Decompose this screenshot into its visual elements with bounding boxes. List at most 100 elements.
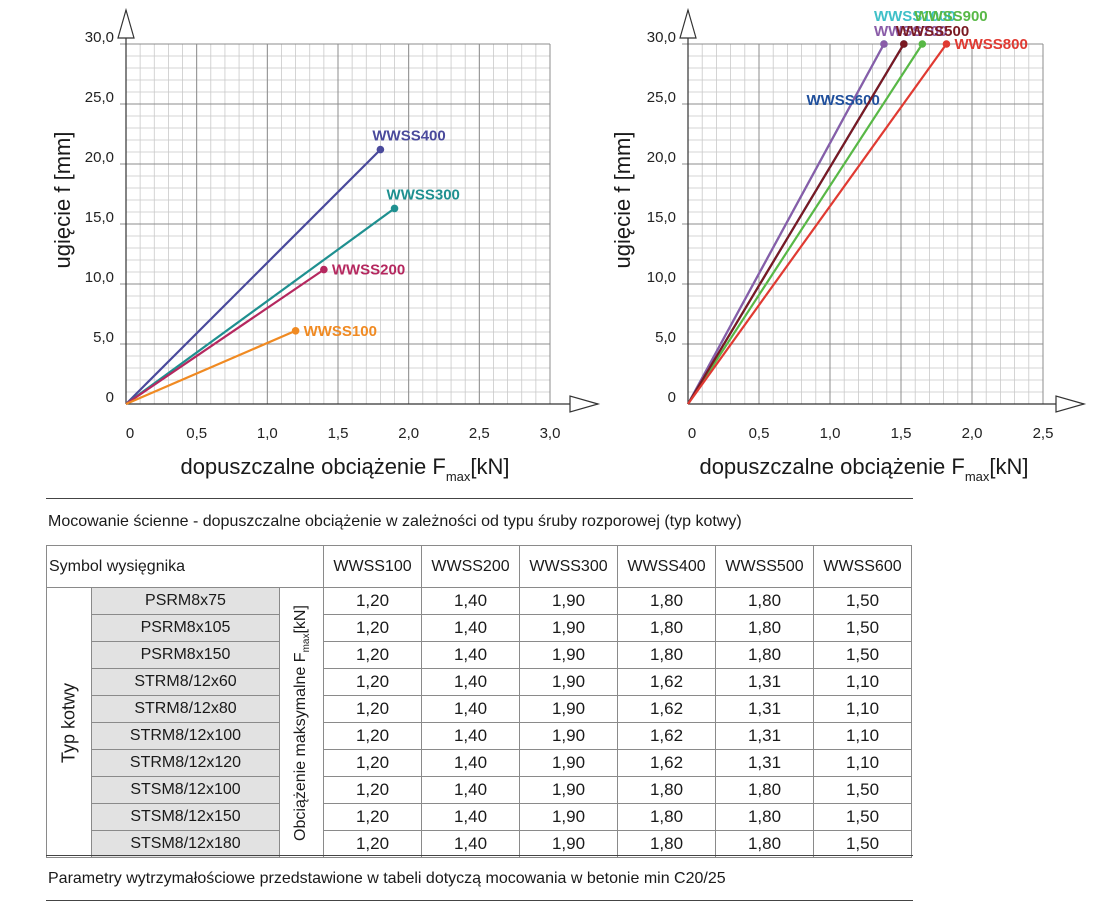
x-axis-title-sub: max bbox=[446, 469, 471, 484]
value-cell: 1,80 bbox=[715, 587, 814, 615]
value-cell: 1,50 bbox=[813, 614, 912, 642]
column-header: WWSS500 bbox=[715, 545, 814, 588]
value-cell: 1,80 bbox=[715, 776, 814, 804]
y-tick-label: 15,0 bbox=[647, 209, 676, 226]
x-axis-title-main: dopuszczalne obciążenie F bbox=[180, 454, 445, 479]
value-cell: 1,40 bbox=[421, 830, 520, 858]
column-header: WWSS400 bbox=[617, 545, 716, 588]
value-cell: 1,40 bbox=[421, 749, 520, 777]
table-row: STRM8/12x120 1,20 1,40 1,90 1,62 1,31 1,10 bbox=[47, 749, 912, 777]
series-endpoint-wwss300 bbox=[390, 204, 399, 213]
x-axis-title: dopuszczalne obciążenie Fmax[kN] bbox=[180, 454, 509, 484]
value-cell: 1,31 bbox=[715, 749, 814, 777]
value-cell: 1,10 bbox=[813, 668, 912, 696]
series-line-wwss100 bbox=[125, 329, 297, 406]
x-tick-label: 2,5 bbox=[1033, 425, 1054, 442]
value-cell: 1,90 bbox=[519, 668, 618, 696]
column-header: WWSS100 bbox=[323, 545, 422, 588]
value-cell: 1,50 bbox=[813, 830, 912, 858]
series-line-wwss400 bbox=[125, 148, 382, 405]
y-tick-label: 0 bbox=[668, 389, 676, 406]
anchor-cell: PSRM8x75 bbox=[91, 587, 280, 615]
value-cell: 1,40 bbox=[421, 614, 520, 642]
value-cell: 1,20 bbox=[323, 668, 422, 696]
series-endpoint-wwss900 bbox=[918, 40, 927, 48]
value-cell: 1,20 bbox=[323, 695, 422, 723]
value-cell: 1,10 bbox=[813, 695, 912, 723]
series-label-wwss700: WWSS700 bbox=[874, 23, 947, 40]
series-label-wwss600: WWSS600 bbox=[806, 92, 879, 109]
value-cell: 1,10 bbox=[813, 749, 912, 777]
x-tick-label: 2,0 bbox=[398, 425, 419, 442]
value-cell: 1,80 bbox=[617, 776, 716, 804]
x-tick-label: 1,0 bbox=[257, 425, 278, 442]
value-cell: 1,20 bbox=[323, 749, 422, 777]
y-tick-label: 20,0 bbox=[647, 149, 676, 166]
value-cell: 1,10 bbox=[813, 722, 912, 750]
series-endpoint-wwss700 bbox=[880, 40, 888, 48]
value-cell: 1,31 bbox=[715, 695, 814, 723]
value-cell: 1,80 bbox=[617, 830, 716, 858]
y-tick-label: 25,0 bbox=[85, 89, 114, 106]
value-cell: 1,90 bbox=[519, 641, 618, 669]
value-cell: 1,40 bbox=[421, 587, 520, 615]
y-tick-label: 0 bbox=[106, 389, 114, 406]
value-cell: 1,40 bbox=[421, 641, 520, 669]
series-line-wwss500 bbox=[687, 43, 905, 405]
value-cell: 1,90 bbox=[519, 749, 618, 777]
value-cell: 1,20 bbox=[323, 641, 422, 669]
x-tick-label: 0 bbox=[688, 425, 696, 442]
anchor-cell: PSRM8x150 bbox=[91, 641, 280, 669]
x-tick-label: 0,5 bbox=[186, 425, 207, 442]
value-cell: 1,80 bbox=[617, 614, 716, 642]
series-endpoint-wwss400 bbox=[376, 145, 385, 154]
value-cell: 1,40 bbox=[421, 722, 520, 750]
series-line-wwss900 bbox=[687, 43, 924, 405]
symbol-header: Symbol wysięgnika bbox=[46, 545, 324, 588]
table-body: Typ kotwy PSRM8x75 Obciążenie maksymalne F… bbox=[46, 587, 912, 858]
value-cell: 1,50 bbox=[813, 587, 912, 615]
value-cell: 1,80 bbox=[715, 614, 814, 642]
x-tick-label: 1,0 bbox=[820, 425, 841, 442]
series-line-wwss800 bbox=[687, 43, 948, 405]
value-cell: 1,40 bbox=[421, 776, 520, 804]
value-cell: 1,80 bbox=[715, 641, 814, 669]
table-row: STSM8/12x180 1,20 1,40 1,90 1,80 1,80 1,50 bbox=[47, 830, 912, 858]
series-line-wwss300 bbox=[125, 207, 396, 405]
value-cell: 1,50 bbox=[813, 641, 912, 669]
x-axis-title: dopuszczalne obciążenie Fmax[kN] bbox=[699, 454, 1028, 484]
value-cell: 1,31 bbox=[715, 722, 814, 750]
anchor-cell: STSM8/12x150 bbox=[91, 803, 280, 831]
series-line-wwss700 bbox=[687, 43, 885, 405]
x-tick-label: 2,0 bbox=[962, 425, 983, 442]
value-cell: 1,90 bbox=[519, 587, 618, 615]
x-tick-label: 0 bbox=[126, 425, 134, 442]
load-table: Symbol wysięgnika WWSS100 WWSS200 WWSS30… bbox=[46, 545, 912, 858]
y-axis-title: ugięcie f [mm] bbox=[610, 132, 635, 269]
value-cell: 1,62 bbox=[617, 668, 716, 696]
x-axis-arrow bbox=[569, 395, 601, 413]
value-cell: 1,50 bbox=[813, 803, 912, 831]
value-cell: 1,80 bbox=[715, 803, 814, 831]
y-tick-label: 25,0 bbox=[647, 89, 676, 106]
chart-1: 0 0,5 1,0 1,5 2,0 2,5 3,0 0 5,0 10,0 15,0 20,0 25,0 3… bbox=[50, 7, 601, 484]
value-cell: 1,20 bbox=[323, 614, 422, 642]
typ-kotwy-label: Typ kotwy bbox=[58, 682, 79, 763]
value-cell: 1,62 bbox=[617, 722, 716, 750]
value-cell: 1,80 bbox=[715, 830, 814, 858]
anchor-cell: PSRM8x105 bbox=[91, 614, 280, 642]
series-endpoint-wwss800 bbox=[942, 40, 951, 48]
column-header: WWSS600 bbox=[813, 545, 912, 588]
table-title: Mocowanie ścienne - dopuszczalne obciąże… bbox=[48, 513, 742, 530]
deflection-charts: 0 0,5 1,0 1,5 2,0 2,5 3,0 0 5,0 10,0 15,0 20,0 25,0 3… bbox=[50, 7, 1087, 484]
series-label-wwss800: WWSS800 bbox=[954, 36, 1027, 53]
top-rule bbox=[46, 498, 913, 499]
value-cell: 1,80 bbox=[617, 641, 716, 669]
y-axis-arrow bbox=[679, 7, 697, 39]
value-cell: 1,40 bbox=[421, 803, 520, 831]
value-cell: 1,40 bbox=[421, 695, 520, 723]
value-unit-label: Obciążenie maksymalne Fmax[kN] bbox=[279, 587, 324, 858]
series-label-wwss300: WWSS300 bbox=[387, 186, 460, 203]
series-label-wwss100: WWSS100 bbox=[304, 323, 377, 340]
series-label-wwss200: WWSS200 bbox=[332, 262, 405, 279]
